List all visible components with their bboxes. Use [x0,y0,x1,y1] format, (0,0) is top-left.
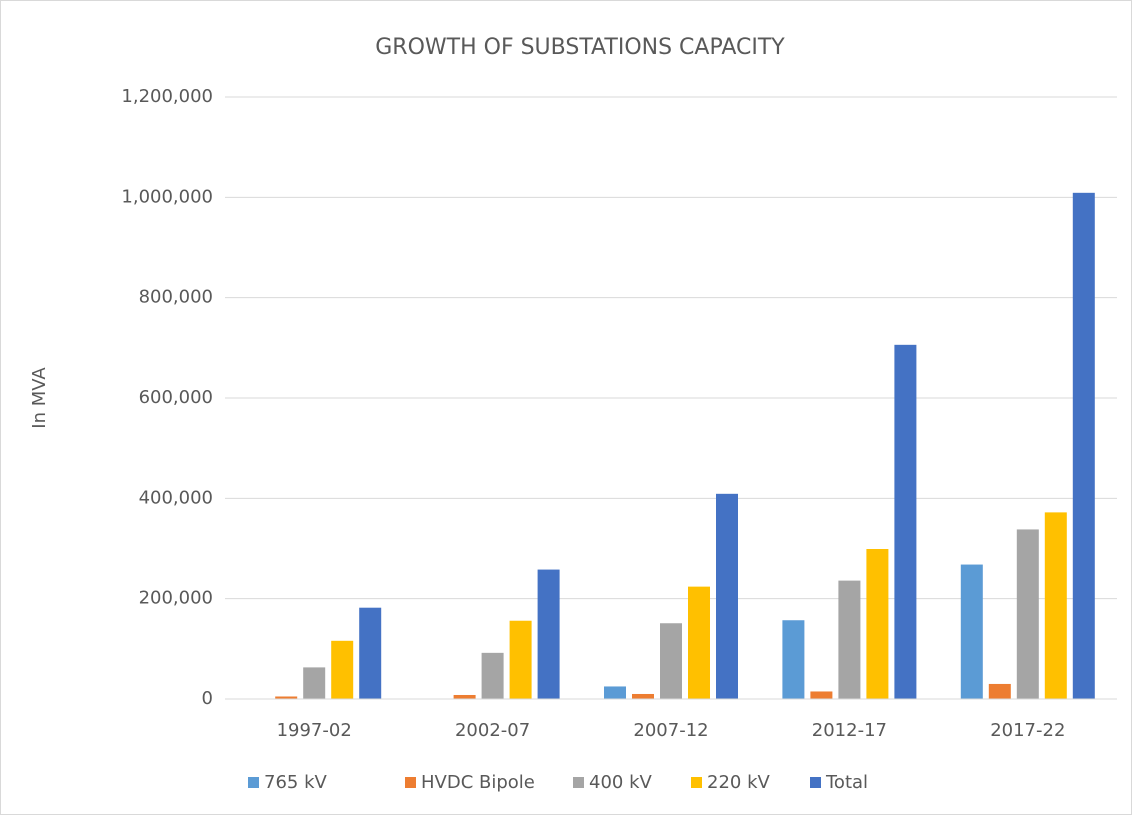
legend-label: 400 kV [589,772,653,793]
bar [810,691,833,699]
bar [1044,512,1067,699]
bar [866,549,889,699]
bar [481,652,504,699]
legend-label: 765 kV [264,772,328,793]
bar [1072,192,1095,699]
bar [453,694,476,699]
x-tick-label: 1997-02 [277,720,352,741]
y-tick-label: 800,000 [139,287,213,308]
bar [303,667,326,699]
bar [1016,529,1039,699]
y-tick-label: 600,000 [139,387,213,408]
legend-swatch [810,777,821,788]
bar [275,696,298,699]
bar [632,693,654,699]
y-tick-label: 1,200,000 [121,86,213,107]
x-tick-label: 2007-12 [633,720,708,741]
y-tick-label: 200,000 [139,588,213,609]
x-tick-label: 2017-22 [990,720,1065,741]
bar [359,607,382,699]
chart-title: GROWTH OF SUBSTATIONS CAPACITY [375,35,785,60]
bar [660,623,682,699]
bar [894,344,917,699]
bar [838,580,861,699]
bar [604,686,626,699]
legend-label: HVDC Bipole [421,772,535,793]
legend-swatch [248,777,259,788]
x-tick-label: 2002-07 [455,720,530,741]
y-tick-label: 400,000 [139,487,213,508]
legend-label: Total [825,772,868,793]
y-axis-label: In MVA [29,367,50,429]
bar [782,620,805,699]
y-tick-label: 0 [202,688,213,709]
x-tick-label: 2012-17 [812,720,887,741]
y-tick-label: 1,000,000 [121,186,213,207]
bar [331,640,354,699]
legend-label: 220 kV [707,772,771,793]
bar [537,569,560,699]
legend-swatch [405,777,416,788]
legend-swatch [573,777,584,788]
bar [960,564,983,699]
bar [688,586,710,699]
bar [509,620,532,699]
bar [988,683,1011,699]
bar [716,493,738,699]
legend-swatch [691,777,702,788]
